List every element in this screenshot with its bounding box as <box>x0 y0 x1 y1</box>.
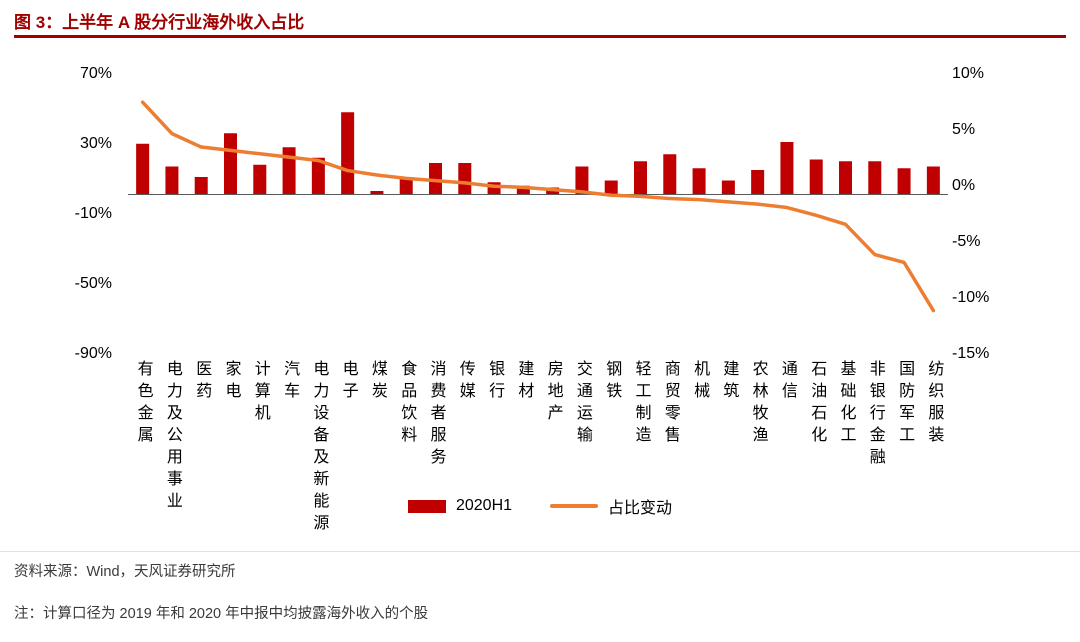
bar-交通运输 <box>575 166 589 195</box>
left-axis-tick: -50% <box>75 275 112 292</box>
legend-line-label: 占比变动 <box>608 500 673 517</box>
category-label: 房地产 <box>544 360 562 426</box>
bar-石油石化 <box>809 159 823 195</box>
bar-煤炭 <box>370 191 384 195</box>
bar-电子 <box>341 112 355 195</box>
source-text: 资料来源：Wind，天风证券研究所 <box>14 564 236 580</box>
bar-轻工制造 <box>634 161 647 195</box>
bar-电力及公用事业 <box>165 166 179 195</box>
right-axis-tick: 10% <box>952 65 984 82</box>
note-text: 注：计算口径为 2019 年和 2020 年中报中均披露海外收入的个股 <box>14 606 429 622</box>
legend-item-line: 占比变动 <box>550 494 672 518</box>
category-label: 医药 <box>193 360 211 404</box>
bar-消费者服务 <box>429 163 442 195</box>
category-label: 家电 <box>222 360 240 404</box>
right-axis-tick: -15% <box>952 345 989 362</box>
right-axis-tick: 0% <box>952 177 975 194</box>
category-label: 食品饮料 <box>398 360 416 448</box>
left-axis-tick: 30% <box>80 135 112 152</box>
bar-非银行金融 <box>868 161 882 195</box>
legend-bar-label: 2020H1 <box>455 497 513 514</box>
category-label: 有色金属 <box>134 360 152 448</box>
legend-item-bar: 2020H1 <box>407 497 513 515</box>
category-label: 纺织服装 <box>925 360 943 448</box>
category-label: 基础化工 <box>837 360 855 448</box>
chart-canvas: 70% 30% -10% -50% -90% 10% 5% 0% -5% -10% -15% <box>75 65 990 362</box>
category-label: 建材 <box>515 360 533 404</box>
chart-legend: 2020H1 占比变动 <box>0 494 1080 518</box>
category-label: 消费者服务 <box>427 360 445 470</box>
category-label: 非银行金融 <box>866 360 884 470</box>
bar-国防军工 <box>897 168 911 195</box>
category-label: 建筑 <box>720 360 738 404</box>
category-label: 机械 <box>691 360 709 404</box>
bar-建筑 <box>721 180 735 195</box>
category-label: 煤炭 <box>368 360 386 404</box>
right-axis-tick: 5% <box>952 121 975 138</box>
category-label: 通信 <box>778 360 796 404</box>
left-axis-tick: 70% <box>80 65 112 82</box>
bar-食品饮料 <box>399 177 413 195</box>
category-label: 电力及公用事业 <box>163 360 181 514</box>
bar-计算机 <box>253 164 267 195</box>
bar-家电 <box>224 133 237 195</box>
right-axis-tick: -5% <box>952 233 980 250</box>
category-label: 传媒 <box>456 360 474 404</box>
bar-有色金属 <box>136 143 150 195</box>
bar-医药 <box>194 177 208 195</box>
category-label: 交通运输 <box>573 360 591 448</box>
bar-通信 <box>780 142 794 195</box>
category-label: 国防军工 <box>896 360 914 448</box>
figure-title: 图 3：上半年 A 股分行业海外收入占比 <box>14 13 305 32</box>
footer-divider <box>0 551 1080 552</box>
category-label: 银行 <box>486 360 504 404</box>
category-label: 汽车 <box>281 360 299 404</box>
category-label: 商贸零售 <box>661 360 679 448</box>
bar-series-swatch <box>407 499 446 513</box>
category-label: 电力设备及新能源 <box>310 360 328 536</box>
bar-电力设备及新能源 <box>311 157 325 195</box>
left-axis-tick: -10% <box>75 205 112 222</box>
right-axis-tick: -10% <box>952 289 989 306</box>
bar-建材 <box>516 185 530 195</box>
bar-机械 <box>692 168 706 195</box>
bar-汽车 <box>282 147 296 195</box>
category-axis: 有色金属 电力及公用事业 医药 家电 计算机 汽车 电力设备及新能源 电子 煤炭 食品饮料 消费者服… <box>0 360 1080 540</box>
category-label: 农林牧渔 <box>749 360 767 448</box>
left-axis-tick: -90% <box>75 345 112 362</box>
bar-基础化工 <box>839 161 852 195</box>
bar-传媒 <box>458 163 472 195</box>
category-label: 计算机 <box>251 360 269 426</box>
category-label: 钢铁 <box>603 360 621 404</box>
bar-纺织服装 <box>926 166 940 195</box>
title-underline <box>14 35 1066 38</box>
category-label: 轻工制造 <box>632 360 650 448</box>
category-label: 石油石化 <box>808 360 826 448</box>
bar-农林牧渔 <box>751 170 765 195</box>
line-series <box>140 100 936 313</box>
bar-商贸零售 <box>663 154 677 195</box>
category-label: 电子 <box>339 360 357 404</box>
line-series-swatch <box>550 504 599 508</box>
bar-钢铁 <box>604 180 618 195</box>
